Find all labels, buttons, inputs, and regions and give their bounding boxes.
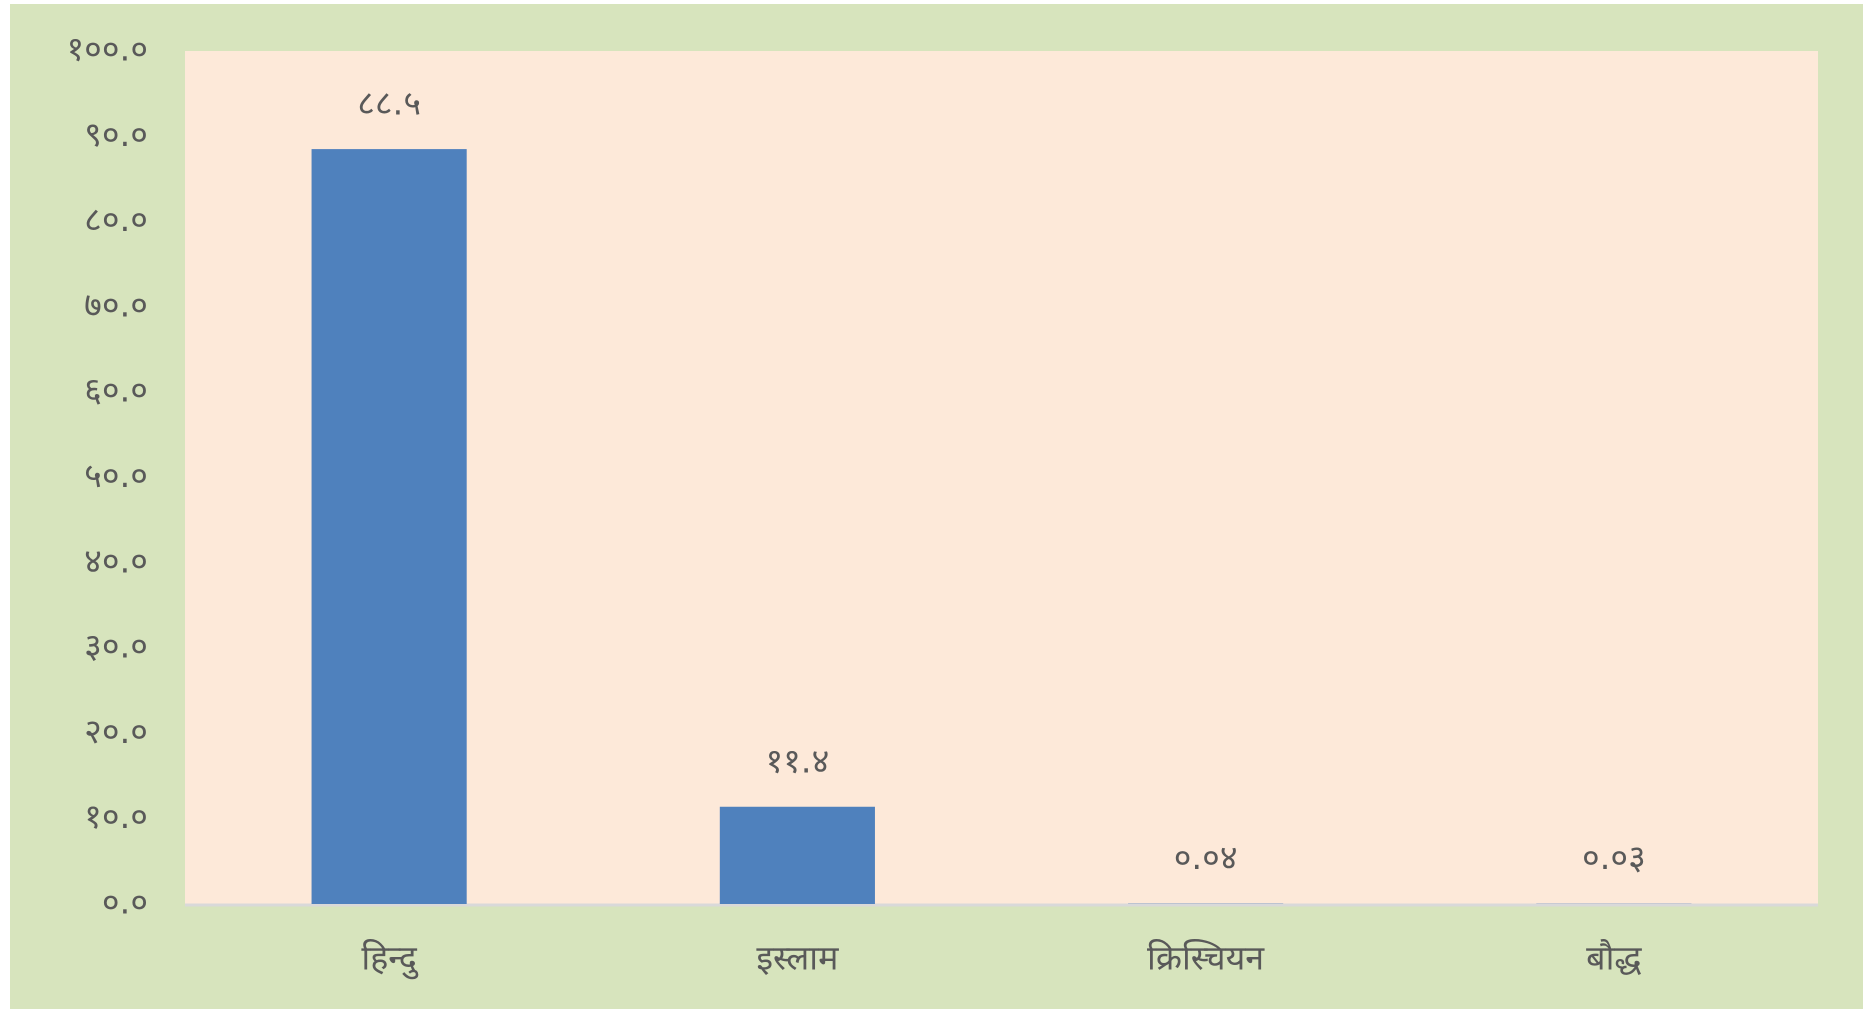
value-label: ११.४	[765, 741, 829, 781]
y-tick-label: ५०.०	[84, 456, 148, 496]
y-tick-label: ०.०	[102, 883, 148, 923]
x-tick-label: क्रिस्चियन	[1147, 939, 1265, 979]
value-label: ०.०४	[1174, 838, 1238, 878]
y-tick-label: १०.०	[84, 797, 148, 837]
y-tick-label: ८०.०	[84, 200, 148, 240]
y-tick-label: ७०.०	[84, 285, 148, 325]
y-tick-label: ३०.०	[84, 627, 148, 667]
x-tick-label: बौद्ध	[1586, 939, 1642, 979]
x-tick-label: हिन्दु	[361, 939, 418, 980]
y-tick-label: ६०.०	[84, 371, 148, 411]
bar	[719, 806, 875, 904]
x-tick-label: इस्लाम	[756, 939, 839, 979]
y-tick-label: १००.०	[66, 30, 148, 70]
value-label: ०.०३	[1582, 838, 1646, 878]
y-tick-label: ४०.०	[84, 541, 148, 581]
bar	[311, 149, 467, 905]
y-tick-label: ९०.०	[84, 115, 148, 155]
y-tick-label: २०.०	[84, 712, 148, 752]
value-label: ८८.५	[357, 84, 421, 124]
